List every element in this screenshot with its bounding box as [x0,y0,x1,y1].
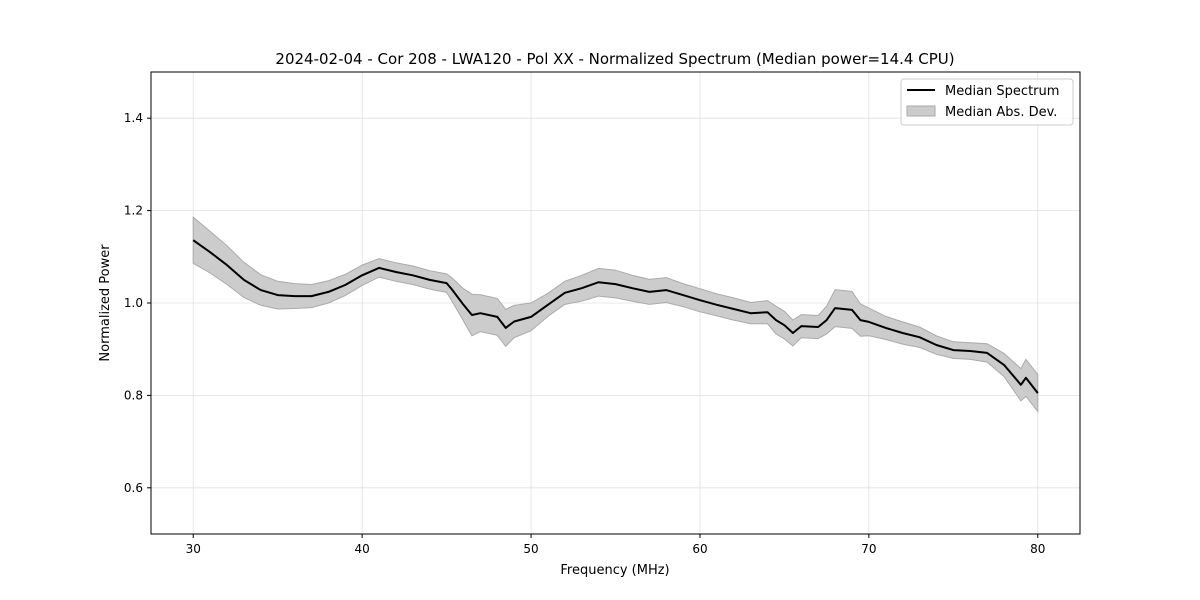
legend: Median Spectrum Median Abs. Dev. [900,78,1074,126]
y-axis-ticks: 0.6 0.8 1.0 1.2 1.4 [124,111,151,495]
x-tick-label: 50 [523,542,538,556]
x-axis-ticks: 30 40 50 60 70 80 [186,534,1045,556]
grid [151,72,1080,534]
legend-band-swatch [906,105,936,117]
x-tick-label: 80 [1030,542,1045,556]
y-tick-label: 0.8 [124,388,143,402]
x-axis-label: Frequency (MHz) [560,563,669,578]
x-tick-label: 40 [354,542,369,556]
legend-label-median: Median Spectrum [945,84,1059,99]
legend-label-mad: Median Abs. Dev. [945,105,1057,120]
mad-band-group [192,216,1039,414]
x-tick-label: 70 [861,542,876,556]
y-tick-label: 1.2 [124,204,143,218]
y-tick-label: 1.0 [124,296,143,310]
x-tick-label: 30 [186,542,201,556]
y-axis-label: Normalized Power [98,244,113,362]
median-spectrum-line [192,239,1039,394]
x-tick-label: 60 [692,542,707,556]
median-line-group [192,239,1039,394]
y-tick-label: 1.4 [124,111,143,125]
y-tick-label: 0.6 [124,481,143,495]
legend-frame [900,78,1074,126]
mad-band [192,216,1039,414]
chart-title: 2024-02-04 - Cor 208 - LWA120 - Pol XX -… [275,50,954,68]
